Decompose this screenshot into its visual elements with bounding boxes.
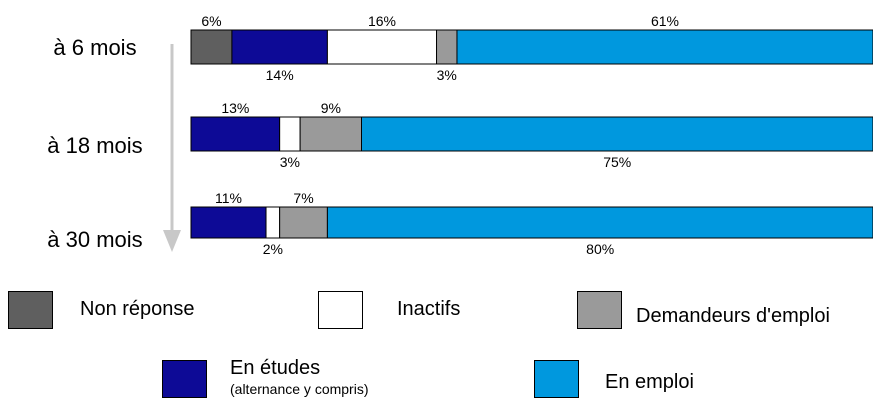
bar-segment [299,116,362,152]
legend-swatch-en-etudes [162,360,207,398]
data-label: 11% [215,190,242,206]
data-label: 3% [280,154,300,170]
bar-segment [456,29,873,65]
category-label: à 18 mois [47,133,142,158]
legend-label-demandeurs: Demandeurs d'emploi [636,305,830,327]
legend-swatch-non-reponse [8,291,53,329]
data-label: 75% [603,154,631,170]
bar-segment [265,206,281,239]
bar-segment [361,116,873,152]
data-label: 6% [201,13,221,29]
data-label: 9% [321,100,341,116]
data-label: 7% [293,190,313,206]
bar-segment [190,206,267,239]
legend-label-en-etudes: En études [230,357,321,379]
legend-label-inactifs: Inactifs [397,298,461,320]
data-label: 3% [437,67,457,83]
legend-swatch-inactifs [318,291,363,329]
bar-segment [279,206,328,239]
bar-segment [436,29,458,65]
legend-swatch-en-emploi [534,360,579,398]
legend-swatch-demandeurs [577,291,622,329]
data-label: 16% [368,13,396,29]
bar-segment [326,206,873,239]
bar-segment [279,116,301,152]
bar-segment [231,29,328,65]
data-label: 61% [651,13,679,29]
legend-label-en-emploi: En emploi [605,371,694,393]
category-label: à 30 mois [47,227,142,252]
bar-segment [326,29,438,65]
bar-segment [190,116,281,152]
stacked-bar-chart: à 6 mois 6% 14% 16% 3% 61% à 18 mois 13% 3% 9% 75%… [47,13,873,257]
bar-segment [190,29,233,65]
legend-label-non-reponse: Non réponse [80,298,195,320]
data-label: 2% [263,241,283,257]
category-label: à 6 mois [53,35,136,60]
timeline-arrow-head [163,230,181,252]
data-label: 80% [586,241,614,257]
data-label: 14% [266,67,294,83]
legend-note-en-etudes: (alternance y compris) [230,381,369,397]
data-label: 13% [221,100,249,116]
